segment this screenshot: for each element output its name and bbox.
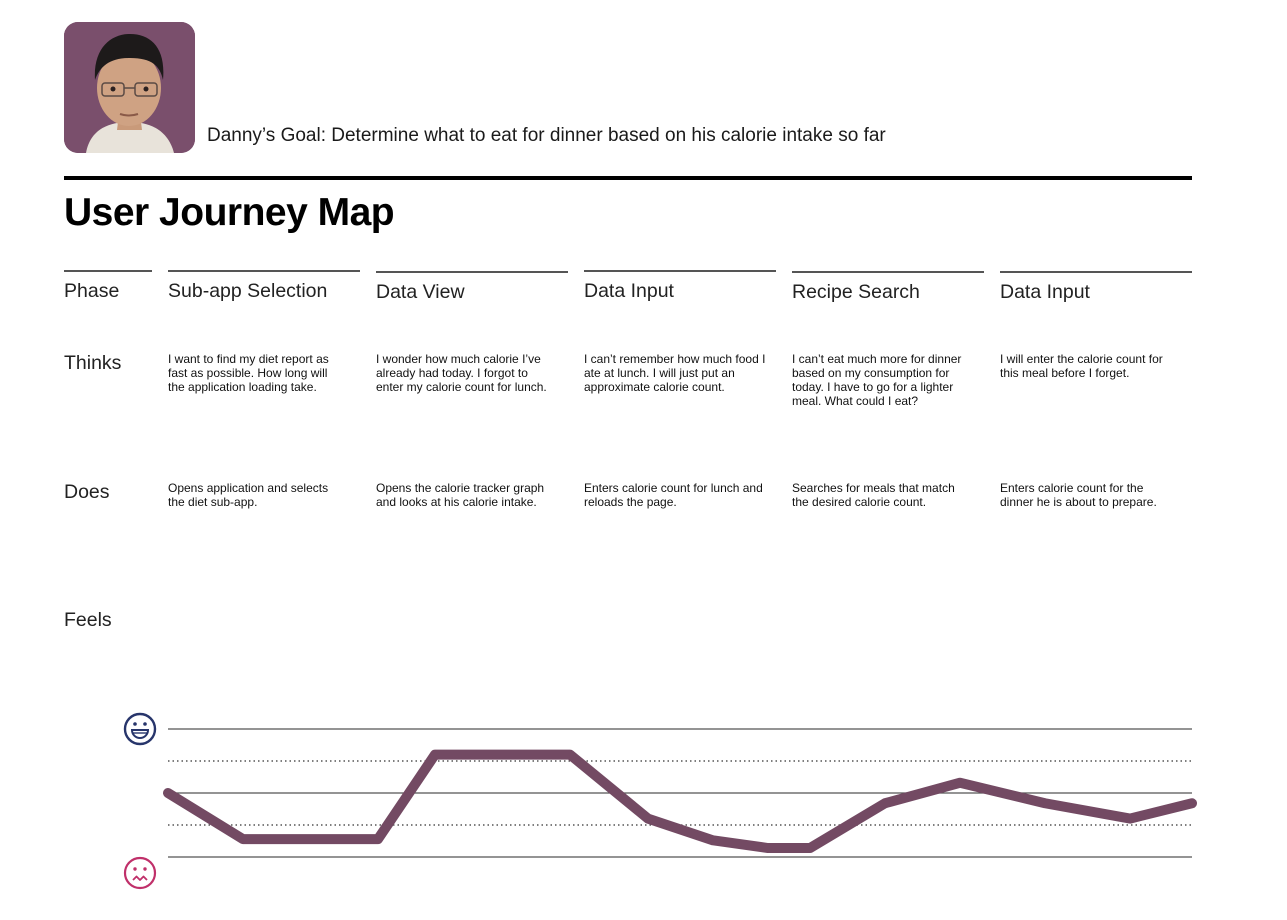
- thinks-cell: I want to find my diet report as fast as…: [168, 352, 329, 394]
- phase-row-label: Phase: [64, 280, 120, 302]
- thinks-cell: I wonder how much calorie I’ve already h…: [376, 352, 547, 394]
- phase-data-input: Data Input: [584, 280, 674, 302]
- column-rule-1: [168, 270, 360, 272]
- persona-avatar: [64, 22, 195, 153]
- feels-row-label: Feels: [64, 609, 112, 631]
- thinks-row-label: Thinks: [64, 352, 122, 374]
- does-cell: Searches for meals that match the desire…: [792, 481, 955, 509]
- persona-goal: Danny’s Goal: Determine what to eat for …: [207, 125, 886, 146]
- column-rule-5: [1000, 271, 1192, 273]
- phase-data-input: Data Input: [1000, 281, 1090, 303]
- does-cell: Opens the calorie tracker graph and look…: [376, 481, 545, 509]
- persona-portrait: [64, 22, 195, 153]
- emotion-line: [163, 749, 1197, 854]
- feels-icons: [123, 712, 157, 890]
- page-title: User Journey Map: [64, 191, 395, 234]
- label-column-rule: [64, 270, 152, 272]
- does-cell: Enters calorie count for lunch and reloa…: [584, 481, 763, 509]
- thinks-cell: I can’t remember how much food I ate at …: [584, 352, 766, 394]
- column-rule-4: [792, 271, 984, 273]
- happy-face-icon: [123, 712, 157, 746]
- phase-recipe-search: Recipe Search: [792, 281, 920, 303]
- does-row-label: Does: [64, 481, 110, 503]
- column-rule-2: [376, 271, 568, 273]
- phase-data-view: Data View: [376, 281, 465, 303]
- thinks-cell: I can’t eat much more for dinner based o…: [792, 352, 962, 408]
- sad-face-icon: [123, 856, 157, 890]
- column-rule-3: [584, 270, 776, 272]
- does-cell: Opens application and selects the diet s…: [168, 481, 329, 509]
- thinks-cell: I will enter the calorie count for this …: [1000, 352, 1163, 380]
- does-cell: Enters calorie count for the dinner he i…: [1000, 481, 1157, 509]
- header-divider: [64, 176, 1192, 180]
- phase-sub-app-selection: Sub-app Selection: [168, 280, 328, 302]
